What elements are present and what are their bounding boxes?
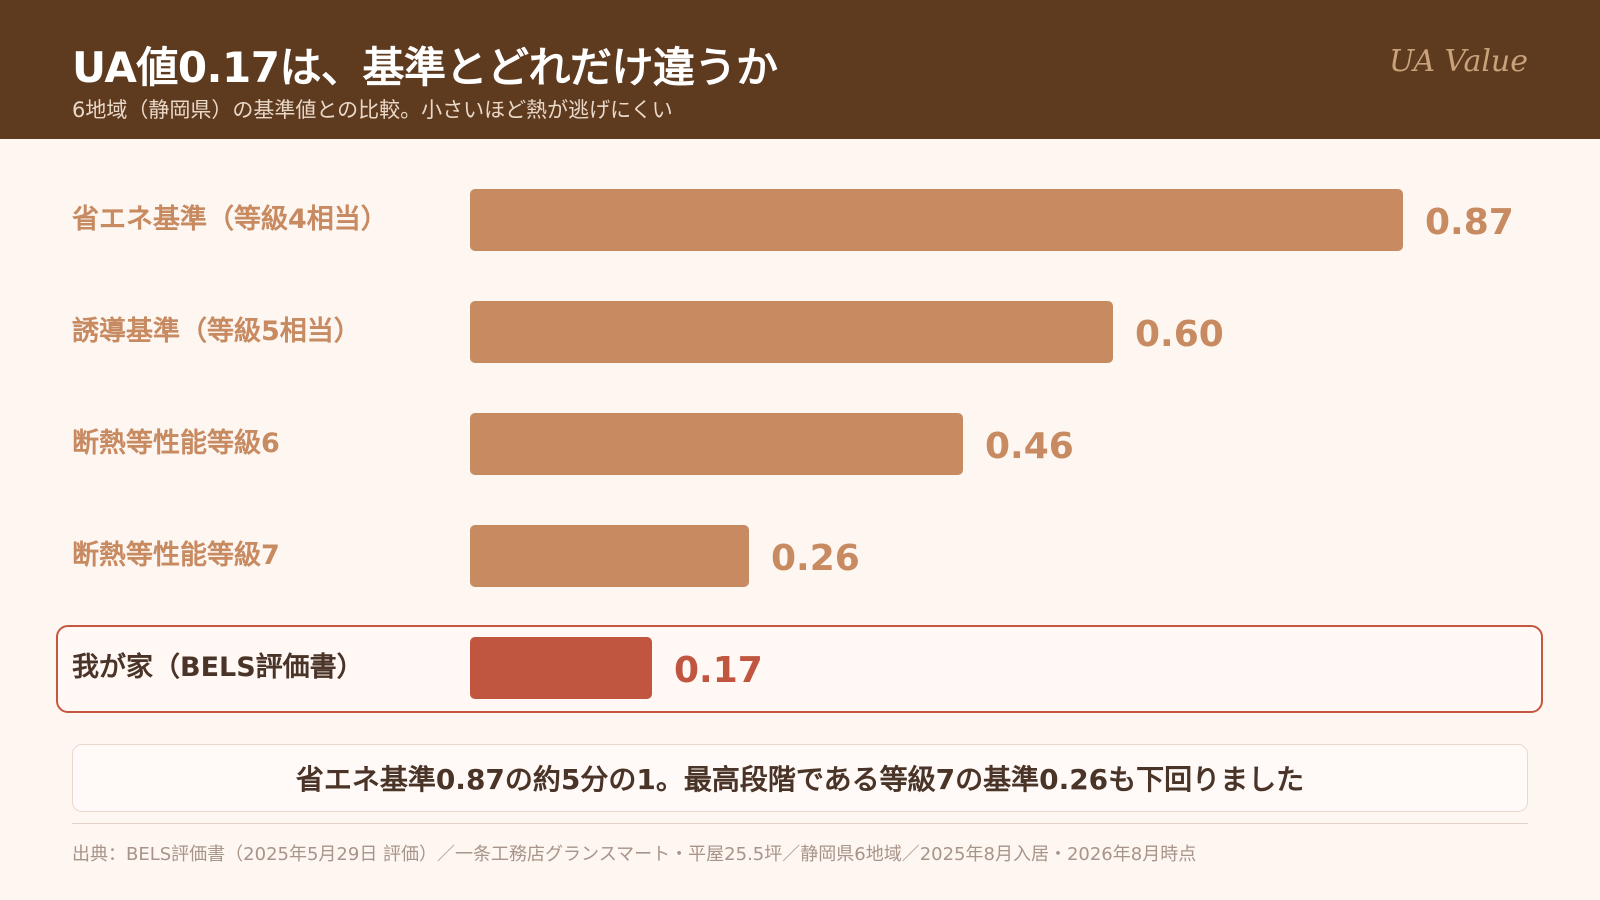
bar [470, 637, 652, 699]
bar-value-label: 0.87 [1425, 202, 1514, 243]
bar-value-label: 0.46 [985, 426, 1074, 467]
bar [470, 189, 1403, 251]
category-label: 断熱等性能等級6 [72, 428, 280, 459]
bar [470, 301, 1113, 363]
bar-chart: 省エネ基準（等級4相当） 0.87 誘導基準（等級5相当） 0.60 断熱等性能等級6 0… [0, 139, 1600, 729]
page-subtitle: 6地域（静岡県）の基準値との比較。小さいほど熱が逃げにくい [72, 98, 673, 122]
source-note: 出典：BELS評価書（2025年5月29日 評価）／一条工務店グランスマート・平… [72, 844, 1197, 865]
page-title: UA値0.17は、基準とどれだけ違うか [72, 43, 778, 92]
bar [470, 413, 963, 475]
category-label: 我が家（BELS評価書） [72, 652, 364, 683]
bar-value-label: 0.26 [771, 538, 860, 579]
bar-value-label: 0.17 [674, 650, 763, 691]
summary-box: 省エネ基準0.87の約5分の1。最高段階である等級7の基準0.26も下回りました [72, 744, 1528, 812]
category-label: 省エネ基準（等級4相当） [72, 204, 388, 235]
bar [470, 525, 749, 587]
highlight-row-frame [56, 625, 1543, 713]
brand-label: UA Value [1388, 44, 1528, 79]
header-banner: UA値0.17は、基準とどれだけ違うか 6地域（静岡県）の基準値との比較。小さい… [0, 0, 1600, 139]
divider [72, 823, 1528, 824]
category-label: 誘導基準（等級5相当） [72, 316, 361, 347]
category-label: 断熱等性能等級7 [72, 540, 280, 571]
bar-value-label: 0.60 [1135, 314, 1224, 355]
